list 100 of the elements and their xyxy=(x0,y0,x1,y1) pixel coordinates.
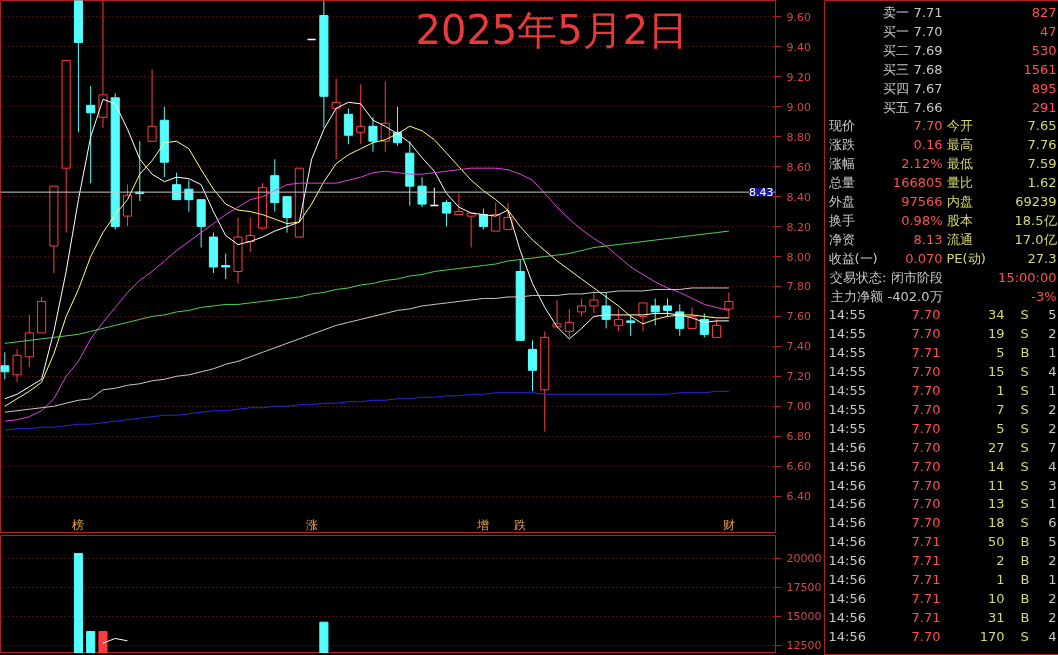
text: 14:55 7.71 5 B 1 xyxy=(828,345,1057,361)
candlestick xyxy=(527,339,538,392)
candlestick xyxy=(159,106,169,178)
text: 14:56 7.71 2 B 2 xyxy=(828,553,1057,569)
ref-line-label: 8.43 xyxy=(749,186,774,200)
text: 14:55 7.70 15 S 4 xyxy=(828,364,1057,380)
candlestick xyxy=(294,167,304,238)
chart-title: 2025年5月2日 xyxy=(415,6,689,53)
y-tick-label: 9.60 xyxy=(786,10,811,24)
text: 换手 0.98% 股本 18.5亿 xyxy=(828,212,1057,228)
text: 涨幅 2.12% 最低 7.59 xyxy=(828,156,1057,172)
line-series xyxy=(4,390,730,431)
x-tick-label: 涨 xyxy=(305,517,318,532)
candlestick xyxy=(196,199,206,249)
y-tick-label: 7.20 xyxy=(786,370,811,384)
text: 买四 7.67 895 xyxy=(883,80,1057,96)
candlestick xyxy=(638,302,648,332)
text: 收益(一) 0.070 PE(动) 27.3 xyxy=(828,250,1057,266)
candlestick xyxy=(466,212,476,249)
y-tick-label: 7.60 xyxy=(786,310,811,324)
candlestick xyxy=(454,193,464,216)
candlestick xyxy=(37,296,47,334)
text: 净资 8.13 流通 17.0亿 xyxy=(828,231,1057,247)
candlestick xyxy=(405,140,415,207)
candlestick xyxy=(552,299,562,328)
candlestick xyxy=(24,314,34,368)
y-tick-label: 6.40 xyxy=(786,490,811,504)
candlestick xyxy=(282,196,292,234)
text: 14:56 7.70 18 S 6 xyxy=(828,515,1057,531)
candlestick xyxy=(491,202,501,232)
text: 14:56 7.70 27 S 7 xyxy=(828,439,1057,455)
candlestick xyxy=(540,330,550,433)
x-tick-label: 财 xyxy=(722,517,735,532)
y-tick-label: 9.00 xyxy=(786,100,811,114)
text: 交易状态: 闭市阶段 15:00:00 xyxy=(829,269,1057,285)
candlestick xyxy=(221,253,231,280)
text: 14:56 7.70 11 S 3 xyxy=(828,477,1057,493)
text: 14:56 7.70 14 S 4 xyxy=(828,458,1057,474)
text: 14:55 7.70 34 S 5 xyxy=(828,307,1057,323)
text: 14:56 7.71 1 B 1 xyxy=(828,572,1057,587)
y-tick-label: 7.80 xyxy=(786,280,811,294)
candlestick xyxy=(86,85,96,184)
y-tick-label: 9.20 xyxy=(786,70,811,84)
text: 外盘 97566 内盘 69239 xyxy=(828,194,1057,209)
candlestick xyxy=(98,0,108,129)
x-tick-label: 跌 xyxy=(514,517,527,532)
candlestick xyxy=(0,351,10,380)
candlestick xyxy=(49,185,59,274)
text: 主力净额 -402.0万 -3% xyxy=(831,288,1057,304)
candlestick xyxy=(73,0,83,133)
candlestick xyxy=(687,306,697,329)
y-tick-label: 8.40 xyxy=(786,190,811,204)
text: 14:56 7.70 13 S 1 xyxy=(828,496,1057,512)
text: 14:56 7.71 31 B 2 xyxy=(828,609,1057,625)
text: 买一 7.70 47 xyxy=(883,23,1057,39)
text: 14:56 7.70 170 S 4 xyxy=(828,628,1057,644)
text: 14:55 7.70 19 S 2 xyxy=(828,326,1057,342)
y-tick-label: 8.80 xyxy=(786,130,811,144)
y-tick-label: 17500 xyxy=(786,581,822,595)
candlestick xyxy=(270,158,280,213)
candlestick xyxy=(12,348,22,383)
y-tick-label: 9.40 xyxy=(786,40,811,54)
line-series xyxy=(4,230,730,344)
candlestick xyxy=(319,0,329,129)
text: 14:55 7.70 5 S 2 xyxy=(828,420,1057,436)
candlestick xyxy=(515,259,525,341)
candlestick xyxy=(503,202,513,231)
y-tick-label: 8.60 xyxy=(786,160,811,174)
candlestick xyxy=(380,80,390,153)
candlestick xyxy=(233,217,243,284)
y-tick-label: 7.00 xyxy=(786,400,811,414)
text: 14:56 7.71 50 B 5 xyxy=(828,534,1057,550)
y-tick-label: 12500 xyxy=(786,639,822,653)
text: 14:56 7.71 10 B 2 xyxy=(828,590,1057,606)
y-tick-label: 8.20 xyxy=(786,220,811,234)
candlestick xyxy=(724,291,734,319)
candlestick xyxy=(589,291,599,314)
text: 现价 7.70 今开 7.65 xyxy=(828,118,1057,134)
candlestick xyxy=(110,92,120,231)
text: 买二 7.69 530 xyxy=(883,42,1057,58)
candlestick xyxy=(356,83,366,145)
text: 14:55 7.70 1 S 1 xyxy=(828,383,1057,398)
text: 买五 7.66 291 xyxy=(883,99,1057,115)
y-tick-label: 15000 xyxy=(786,610,822,624)
candlestick xyxy=(61,59,71,234)
text: 14:55 7.70 7 S 2 xyxy=(828,401,1057,417)
text: 涨跌 0.16 最高 7.76 xyxy=(828,137,1057,153)
x-tick-label: 榜 xyxy=(72,517,85,532)
y-tick-label: 7.40 xyxy=(786,340,811,354)
candlestick xyxy=(257,182,268,229)
candlestick xyxy=(331,77,341,160)
text: 买三 7.68 1561 xyxy=(883,61,1057,77)
candlestick xyxy=(245,217,255,253)
y-tick-label: 6.60 xyxy=(786,460,811,474)
text: 总量 166805 量比 1.62 xyxy=(828,175,1057,191)
y-tick-label: 6.80 xyxy=(786,430,811,444)
candlestick xyxy=(368,116,378,153)
line-series xyxy=(4,287,730,413)
candlestick xyxy=(147,68,157,142)
y-tick-label: 20000 xyxy=(786,552,822,566)
